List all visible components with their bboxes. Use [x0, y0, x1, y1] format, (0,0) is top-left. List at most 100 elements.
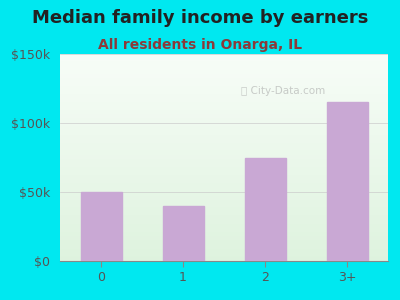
- Bar: [60, 171, 388, 172]
- Bar: [60, 194, 388, 195]
- Bar: [60, 100, 388, 101]
- Bar: [60, 199, 388, 200]
- Bar: [60, 68, 388, 70]
- Bar: [60, 106, 388, 107]
- Bar: [60, 104, 388, 105]
- Bar: [60, 234, 388, 235]
- Bar: [60, 102, 388, 103]
- Bar: [60, 230, 388, 231]
- Bar: [60, 211, 388, 212]
- Bar: [60, 149, 388, 150]
- Bar: [60, 139, 388, 140]
- Bar: [60, 88, 388, 89]
- Bar: [60, 63, 388, 64]
- Bar: [60, 219, 388, 220]
- Bar: [60, 252, 388, 253]
- Bar: [60, 115, 388, 116]
- Bar: [60, 132, 388, 133]
- Bar: [60, 84, 388, 85]
- Bar: [60, 121, 388, 122]
- Bar: [60, 237, 388, 238]
- Bar: [60, 133, 388, 134]
- Bar: [60, 200, 388, 201]
- Bar: [60, 231, 388, 232]
- Bar: [60, 153, 388, 154]
- Bar: [60, 170, 388, 171]
- Bar: [60, 181, 388, 182]
- Bar: [60, 167, 388, 168]
- Bar: [60, 207, 388, 208]
- Bar: [60, 225, 388, 226]
- Bar: [60, 134, 388, 135]
- Bar: [60, 86, 388, 87]
- Bar: [60, 251, 388, 252]
- Bar: [60, 107, 388, 108]
- Bar: [60, 238, 388, 239]
- Bar: [60, 218, 388, 219]
- Bar: [60, 125, 388, 127]
- Bar: [60, 229, 388, 230]
- Bar: [60, 128, 388, 130]
- Bar: [60, 162, 388, 163]
- Bar: [60, 245, 388, 247]
- Bar: [60, 146, 388, 147]
- Bar: [60, 217, 388, 218]
- Bar: [60, 154, 388, 155]
- Bar: [60, 242, 388, 243]
- Bar: [60, 182, 388, 183]
- Bar: [60, 183, 388, 184]
- Bar: [60, 144, 388, 145]
- Bar: [60, 165, 388, 166]
- Bar: [60, 94, 388, 95]
- Bar: [60, 151, 388, 152]
- Bar: [60, 65, 388, 66]
- Text: ⓘ City-Data.com: ⓘ City-Data.com: [241, 86, 325, 96]
- Bar: [60, 241, 388, 242]
- Bar: [60, 113, 388, 114]
- Bar: [60, 82, 388, 83]
- Bar: [60, 248, 388, 249]
- Bar: [60, 247, 388, 248]
- Bar: [60, 257, 388, 258]
- Bar: [60, 118, 388, 119]
- Bar: [60, 145, 388, 146]
- Bar: [60, 236, 388, 237]
- Bar: [60, 112, 388, 113]
- Bar: [60, 239, 388, 240]
- Bar: [60, 196, 388, 197]
- Bar: [60, 96, 388, 98]
- Bar: [60, 258, 388, 259]
- Bar: [60, 111, 388, 112]
- Bar: [60, 255, 388, 256]
- Bar: [60, 141, 388, 142]
- Bar: [60, 160, 388, 161]
- Bar: [60, 108, 388, 109]
- Bar: [60, 256, 388, 257]
- Bar: [60, 254, 388, 255]
- Bar: [60, 227, 388, 228]
- Bar: [60, 155, 388, 157]
- Bar: [60, 166, 388, 167]
- Bar: [60, 212, 388, 213]
- Bar: [60, 93, 388, 94]
- Bar: [60, 103, 388, 104]
- Bar: [60, 142, 388, 143]
- Bar: [60, 105, 388, 106]
- Bar: [60, 152, 388, 153]
- Bar: [60, 249, 388, 250]
- Bar: [60, 228, 388, 229]
- Bar: [60, 233, 388, 234]
- Bar: [60, 158, 388, 160]
- Bar: [60, 164, 388, 165]
- Bar: [60, 117, 388, 118]
- Bar: [60, 72, 388, 73]
- Bar: [60, 70, 388, 72]
- Bar: [60, 127, 388, 128]
- Bar: [60, 138, 388, 139]
- Bar: [60, 226, 388, 227]
- Bar: [60, 55, 388, 56]
- Bar: [60, 208, 388, 209]
- Bar: [60, 150, 388, 151]
- Bar: [60, 148, 388, 149]
- Bar: [60, 58, 388, 59]
